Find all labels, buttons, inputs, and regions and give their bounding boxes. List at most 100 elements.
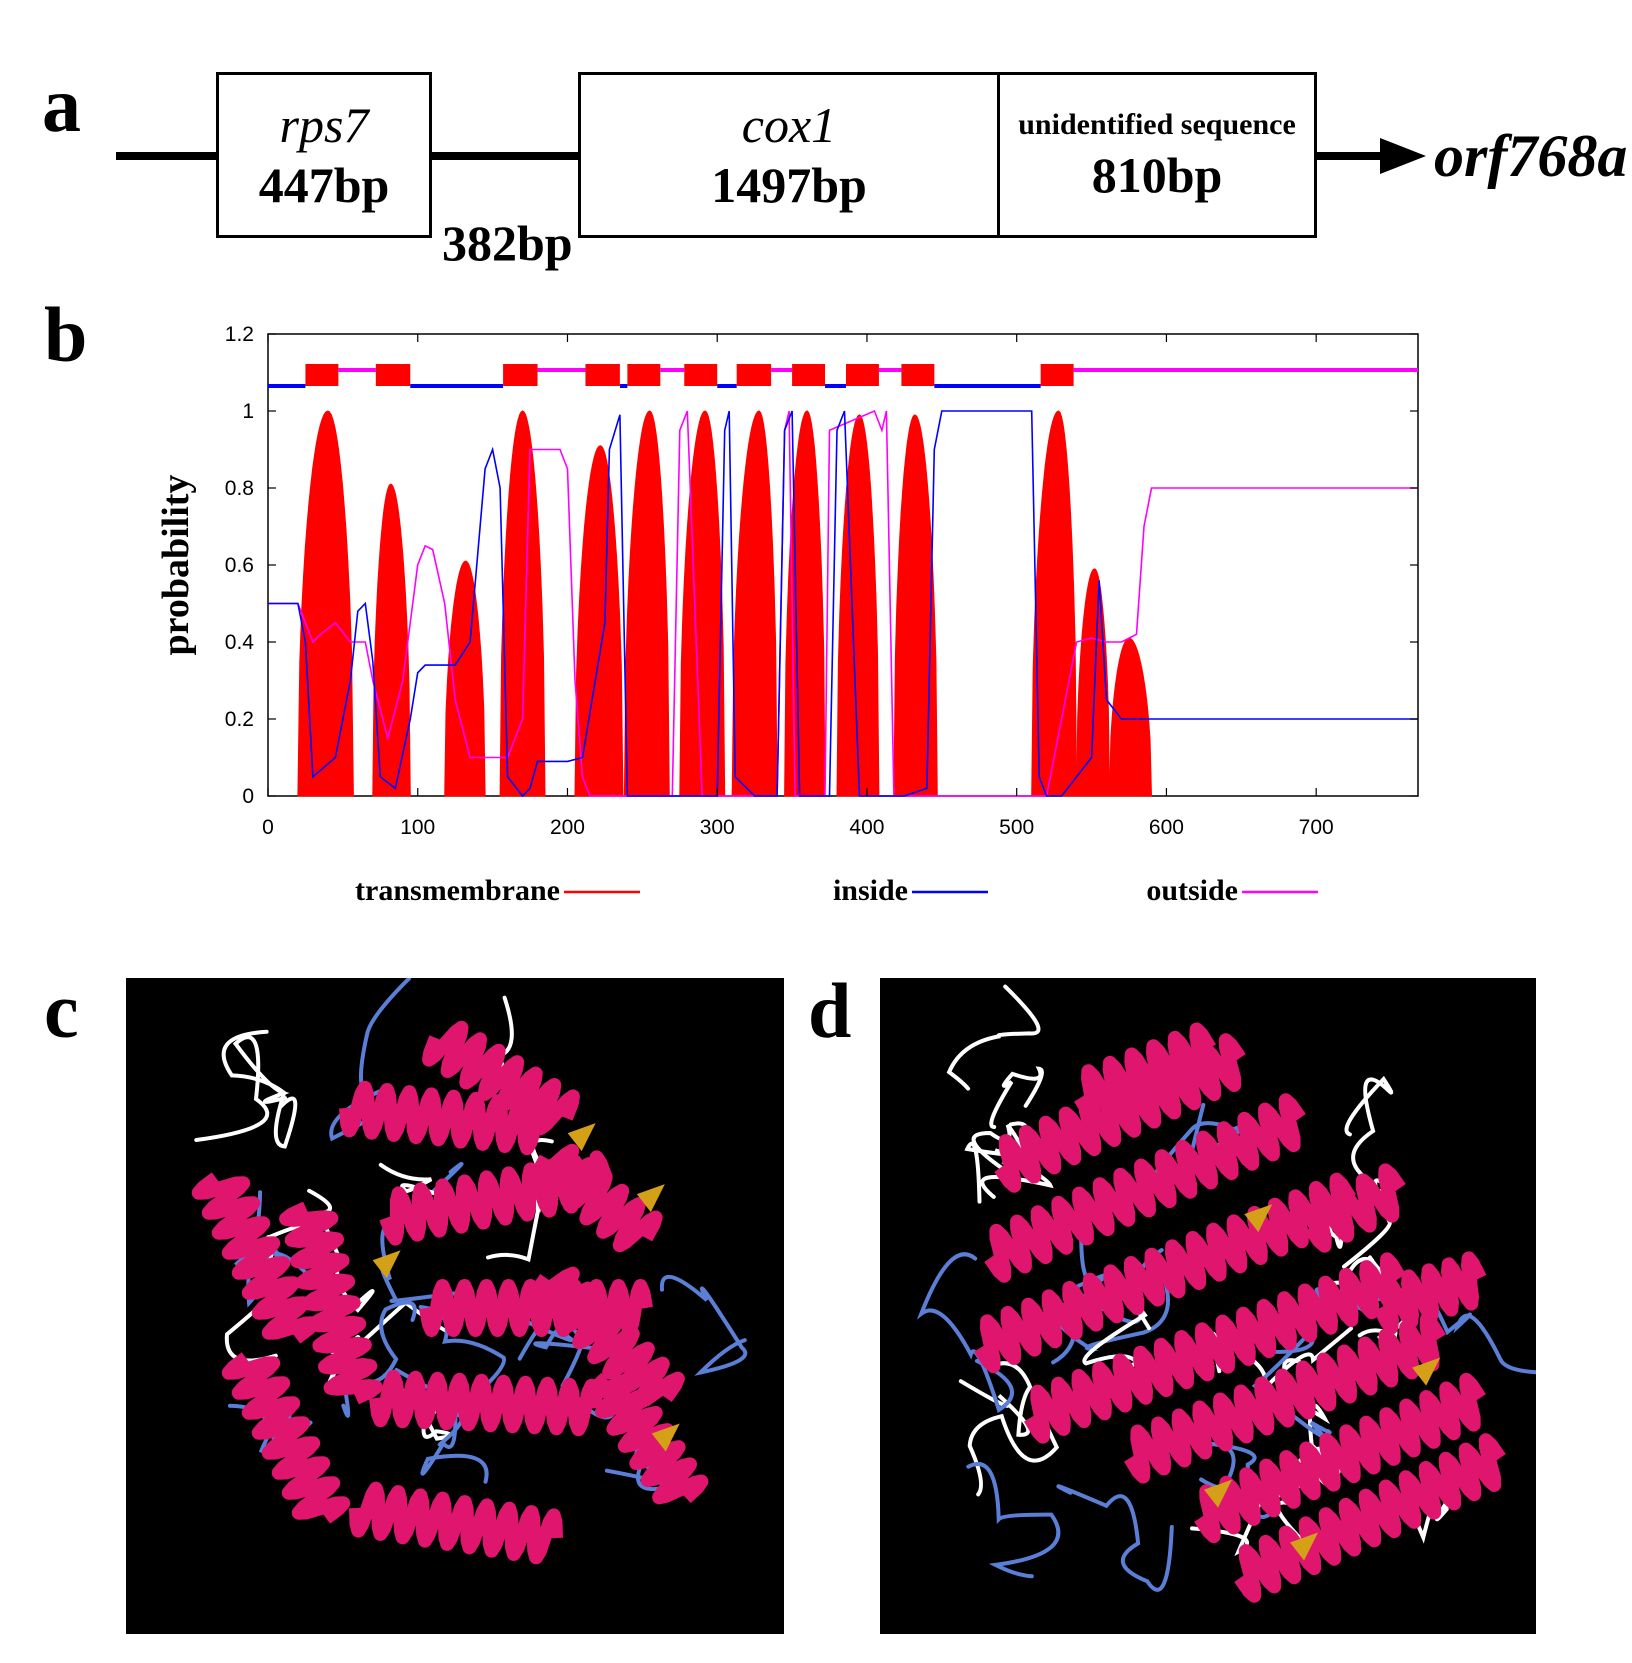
gene-box-rps7: rps7 447bp [216,72,432,238]
tm-peak-1 [297,410,354,797]
panel-label-c: c [44,967,79,1054]
topology-tm-segment-21 [1040,364,1074,386]
alpha-helix [221,1352,351,1524]
alpha-helix [369,1369,603,1437]
beta-strand [1244,1204,1273,1233]
beta-strand [1290,1532,1319,1561]
coil-loop [339,1300,417,1418]
alpha-helix [527,1266,685,1410]
y-tick-label: 0.4 [225,631,255,654]
gene-map-line-right [1316,152,1388,160]
legend-label-outside: outside [1146,874,1238,907]
alpha-helix [583,1371,709,1505]
protein-structure-d [880,978,1545,1634]
y-tick-label: 1.2 [225,323,254,346]
coil-loop [194,1035,290,1142]
coil-loop [659,1274,748,1376]
y-tick-label: 0 [242,785,254,808]
gene-name-cox1: cox1 [741,96,837,153]
alpha-helix [1304,1163,1406,1253]
beta-strand [1412,1357,1441,1386]
beta-strand [651,1423,680,1452]
alpha-helix [529,1143,663,1253]
gene-size-cox1: 1497bp [711,157,867,213]
topology-tm-segment-3 [375,364,411,386]
topology-tm-segment-1 [305,364,339,386]
tm-peak-14 [1108,637,1153,797]
spacer-size-label: 382bp [442,215,573,271]
gene-size-unidentified: 810bp [1091,147,1223,204]
outside-probability-line [268,409,1418,797]
panel-label-b: b [44,291,88,378]
topology-tm-segment-11 [684,364,718,386]
alpha-helix [1124,1312,1446,1484]
y-tick-label: 0.6 [225,554,254,577]
alpha-helix [1074,1022,1216,1124]
alpha-helix [349,1481,563,1565]
panel-label-d: d [808,967,852,1054]
x-tick-label: 700 [1299,816,1334,839]
alpha-helix [1234,1433,1506,1603]
orf-label: orf768a [1434,123,1628,189]
y-tick-label: 1 [242,400,254,423]
y-tick-label: 0.2 [225,708,254,731]
tm-peak-6 [623,410,670,797]
topology-tm-segment-7 [585,364,620,386]
alpha-helix [1023,1252,1407,1444]
x-tick-label: 600 [1149,816,1184,839]
tm-peak-10 [836,414,880,797]
alpha-helix [984,1093,1306,1283]
x-tick-label: 0 [262,816,274,839]
topology-tm-segment-5 [503,364,538,386]
beta-strand [372,1250,401,1279]
alpha-helix [279,1201,383,1405]
beta-strand [567,1123,596,1152]
legend-label-inside: inside [833,874,908,907]
gene-box-cox1: cox1 1497bp [578,72,1000,238]
beta-strand [636,1184,665,1213]
alpha-helix [191,1172,321,1344]
arrow-right-icon [1380,138,1426,174]
x-tick-label: 200 [550,816,585,839]
topology-tm-segment-17 [845,364,879,386]
gene-map-line-left [116,152,218,160]
alpha-helix [1373,1251,1487,1335]
coil-loop [916,1252,1015,1413]
gene-box-unidentified: unidentified sequence 810bp [997,72,1317,238]
gene-name-rps7: rps7 [279,96,369,153]
alpha-helix [422,1020,580,1136]
tm-peak-8 [731,410,778,797]
tm-peak-3 [444,560,486,797]
tm-peak-4 [499,410,546,797]
tm-peak-5 [574,445,624,797]
gene-map-line-spacer [430,152,580,160]
topology-tm-segment-19 [901,364,935,386]
tm-peak-11 [893,414,938,797]
alpha-helix [1194,1372,1486,1544]
alpha-helix [974,1172,1356,1374]
topology-tm-segment-13 [736,364,772,386]
inside-probability-line [268,410,1418,798]
protein-structure-c [126,976,784,1634]
protein-ribbon-structure-icon [191,976,748,1565]
gene-name-unidentified: unidentified sequence [1018,108,1296,142]
alpha-helix [339,1080,553,1156]
gene-size-rps7: 447bp [258,157,390,213]
protein-ribbon-structure-icon [916,984,1545,1603]
coil-loop [221,1029,298,1149]
y-axis-label: probability [155,475,197,656]
x-tick-label: 100 [400,816,435,839]
y-tick-label: 0.8 [225,477,254,500]
x-tick-label: 400 [849,816,884,839]
coil-loop [966,1461,1061,1579]
coil-loop [1344,1075,1394,1177]
coil-loop [989,1066,1044,1130]
panel-label-a: a [42,61,81,148]
beta-strand [1204,1479,1233,1508]
coil-loop [1056,1484,1174,1592]
x-tick-label: 500 [999,816,1034,839]
topology-tm-segment-15 [792,364,826,386]
tm-probability-chart: 0 0.2 0.4 0.6 0.8 1 1.2 0 100 200 300 400 500 600 700 p… [155,323,1419,907]
x-tick-label: 300 [700,816,735,839]
topology-tm-segment-9 [627,364,661,386]
